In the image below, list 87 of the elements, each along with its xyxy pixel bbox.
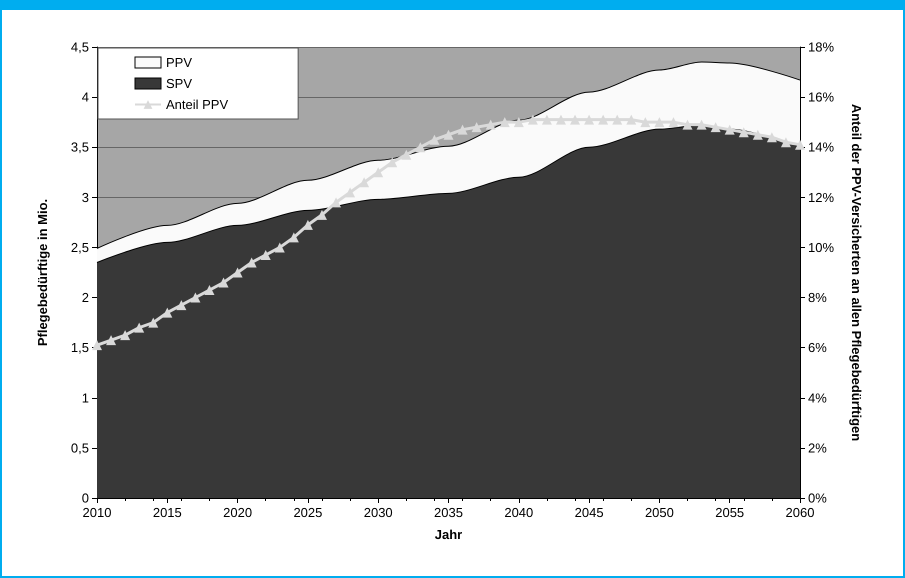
point xyxy=(654,117,664,128)
y2-tick-label: 8% xyxy=(808,290,828,306)
point xyxy=(612,114,622,125)
point xyxy=(752,130,763,140)
point xyxy=(218,278,229,288)
y2-tick-label: 6% xyxy=(808,340,828,356)
point xyxy=(316,210,327,220)
point xyxy=(331,197,342,208)
y2-tick-label: 10% xyxy=(808,240,834,255)
point xyxy=(724,124,735,135)
point xyxy=(345,187,356,198)
point xyxy=(514,117,524,128)
y2-tick-label: 12% xyxy=(808,190,834,205)
point xyxy=(106,335,116,346)
y2-axis-title: Anteil der PPV-Versicherten an allen Pflegebedürftigen xyxy=(849,104,864,442)
point xyxy=(570,114,580,125)
point xyxy=(682,120,693,130)
point xyxy=(274,242,285,252)
point xyxy=(556,114,566,125)
y2-tick-label: 0% xyxy=(808,490,828,506)
point xyxy=(415,142,426,152)
x-tick-label: 2050 xyxy=(644,505,674,520)
point xyxy=(766,132,777,142)
x-tick-label: 2020 xyxy=(223,505,252,520)
point xyxy=(134,322,144,333)
point xyxy=(444,130,454,140)
point xyxy=(176,300,186,310)
point xyxy=(738,127,749,138)
legend-label: PPV xyxy=(166,55,192,70)
point xyxy=(190,292,200,303)
x-tick-label: 2015 xyxy=(152,505,182,520)
point xyxy=(584,114,594,125)
point xyxy=(795,140,805,150)
point xyxy=(288,232,299,242)
y-tick-label: 3,5 xyxy=(70,140,89,155)
x-tick-label: 2055 xyxy=(715,505,744,520)
point xyxy=(458,124,468,135)
y2-tick-label: 14% xyxy=(808,140,834,155)
point xyxy=(120,330,130,340)
point xyxy=(640,117,650,128)
y-tick-label: 2,5 xyxy=(70,240,89,255)
x-axis-title: Jahr xyxy=(434,527,462,542)
y-tick-label: 4 xyxy=(82,90,89,105)
point xyxy=(626,114,636,125)
y2-tick-label: 2% xyxy=(808,440,828,456)
x-tick-label: 2040 xyxy=(504,505,534,520)
x-tick-label: 2060 xyxy=(786,505,814,520)
point xyxy=(710,122,721,132)
y2-tick-label: 16% xyxy=(808,90,834,105)
point xyxy=(429,134,440,145)
y-axis-title: Pflegebedürftige in Mio. xyxy=(35,198,50,346)
point xyxy=(401,150,412,160)
y-tick-label: 1,5 xyxy=(70,340,89,356)
point xyxy=(260,250,271,260)
point xyxy=(668,117,678,128)
x-tick-label: 2025 xyxy=(293,505,322,520)
point xyxy=(359,177,370,188)
x-tick-label: 2045 xyxy=(574,505,604,520)
point xyxy=(486,120,496,130)
point xyxy=(528,114,538,125)
point xyxy=(696,120,707,130)
x-tick-label: 2035 xyxy=(434,505,463,520)
point xyxy=(373,167,384,178)
y-tick-label: 2 xyxy=(82,290,89,306)
x-tick-label: 2030 xyxy=(364,505,393,520)
point xyxy=(500,117,510,128)
point xyxy=(598,114,608,125)
point xyxy=(204,285,214,296)
legend-label: Anteil PPV xyxy=(166,97,228,112)
x-tick-label: 2010 xyxy=(82,505,112,520)
point xyxy=(780,137,791,148)
point xyxy=(148,318,158,328)
y-tick-label: 4,5 xyxy=(70,40,89,54)
point xyxy=(162,308,172,318)
y-tick-label: 0 xyxy=(82,490,89,506)
point xyxy=(246,257,257,268)
point xyxy=(472,122,482,132)
point xyxy=(92,340,102,350)
point xyxy=(542,114,552,125)
point xyxy=(232,268,243,278)
y2-tick-label: 18% xyxy=(808,40,834,54)
point xyxy=(387,157,398,168)
legend-label: SPV xyxy=(166,76,192,91)
y-tick-label: 1 xyxy=(82,390,89,406)
y2-tick-label: 4% xyxy=(808,390,828,406)
y-tick-label: 3 xyxy=(82,190,89,205)
y-tick-label: 0,5 xyxy=(70,440,89,456)
